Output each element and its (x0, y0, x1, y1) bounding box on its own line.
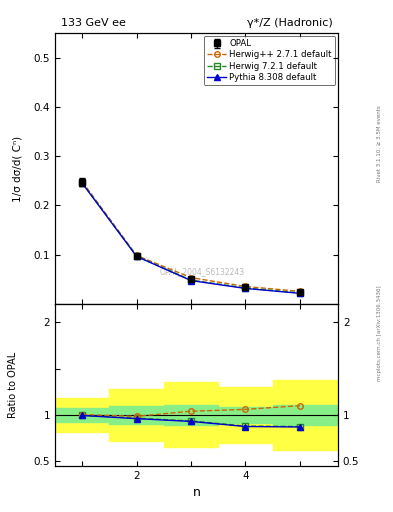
Herwig 7.2.1 default (298, 290, 302, 296)
Legend: OPAL, Herwig++ 2.7.1 default, Herwig 7.2.1 default, Pythia 8.308 default: OPAL, Herwig++ 2.7.1 default, Herwig 7.2… (204, 36, 335, 85)
Text: mcplots.cern.ch [arXiv:1306.3436]: mcplots.cern.ch [arXiv:1306.3436] (377, 285, 382, 380)
Pythia 8.308 default (298, 290, 302, 296)
Y-axis label: 1/σ dσ/d( Cⁿ): 1/σ dσ/d( Cⁿ) (13, 135, 22, 202)
Herwig++ 2.7.1 default (80, 179, 84, 185)
Line: Herwig 7.2.1 default: Herwig 7.2.1 default (79, 180, 303, 295)
Y-axis label: Ratio to OPAL: Ratio to OPAL (8, 352, 18, 418)
Text: γ*/Z (Hadronic): γ*/Z (Hadronic) (246, 18, 332, 28)
X-axis label: n: n (193, 486, 200, 499)
Text: Rivet 3.1.10, ≥ 3.5M events: Rivet 3.1.10, ≥ 3.5M events (377, 105, 382, 182)
Herwig 7.2.1 default (134, 253, 139, 259)
Herwig++ 2.7.1 default (134, 252, 139, 259)
Herwig++ 2.7.1 default (189, 274, 193, 281)
Herwig++ 2.7.1 default (298, 288, 302, 294)
Herwig 7.2.1 default (189, 277, 193, 283)
Line: Pythia 8.308 default: Pythia 8.308 default (79, 180, 303, 296)
Line: Herwig++ 2.7.1 default: Herwig++ 2.7.1 default (79, 179, 303, 294)
Pythia 8.308 default (189, 278, 193, 284)
Text: 133 GeV ee: 133 GeV ee (61, 18, 125, 28)
Herwig 7.2.1 default (243, 285, 248, 291)
Pythia 8.308 default (80, 180, 84, 186)
Herwig++ 2.7.1 default (243, 284, 248, 290)
Herwig 7.2.1 default (80, 180, 84, 186)
Pythia 8.308 default (134, 253, 139, 260)
Text: OPAL_2004_S6132243: OPAL_2004_S6132243 (160, 267, 245, 276)
Pythia 8.308 default (243, 285, 248, 291)
